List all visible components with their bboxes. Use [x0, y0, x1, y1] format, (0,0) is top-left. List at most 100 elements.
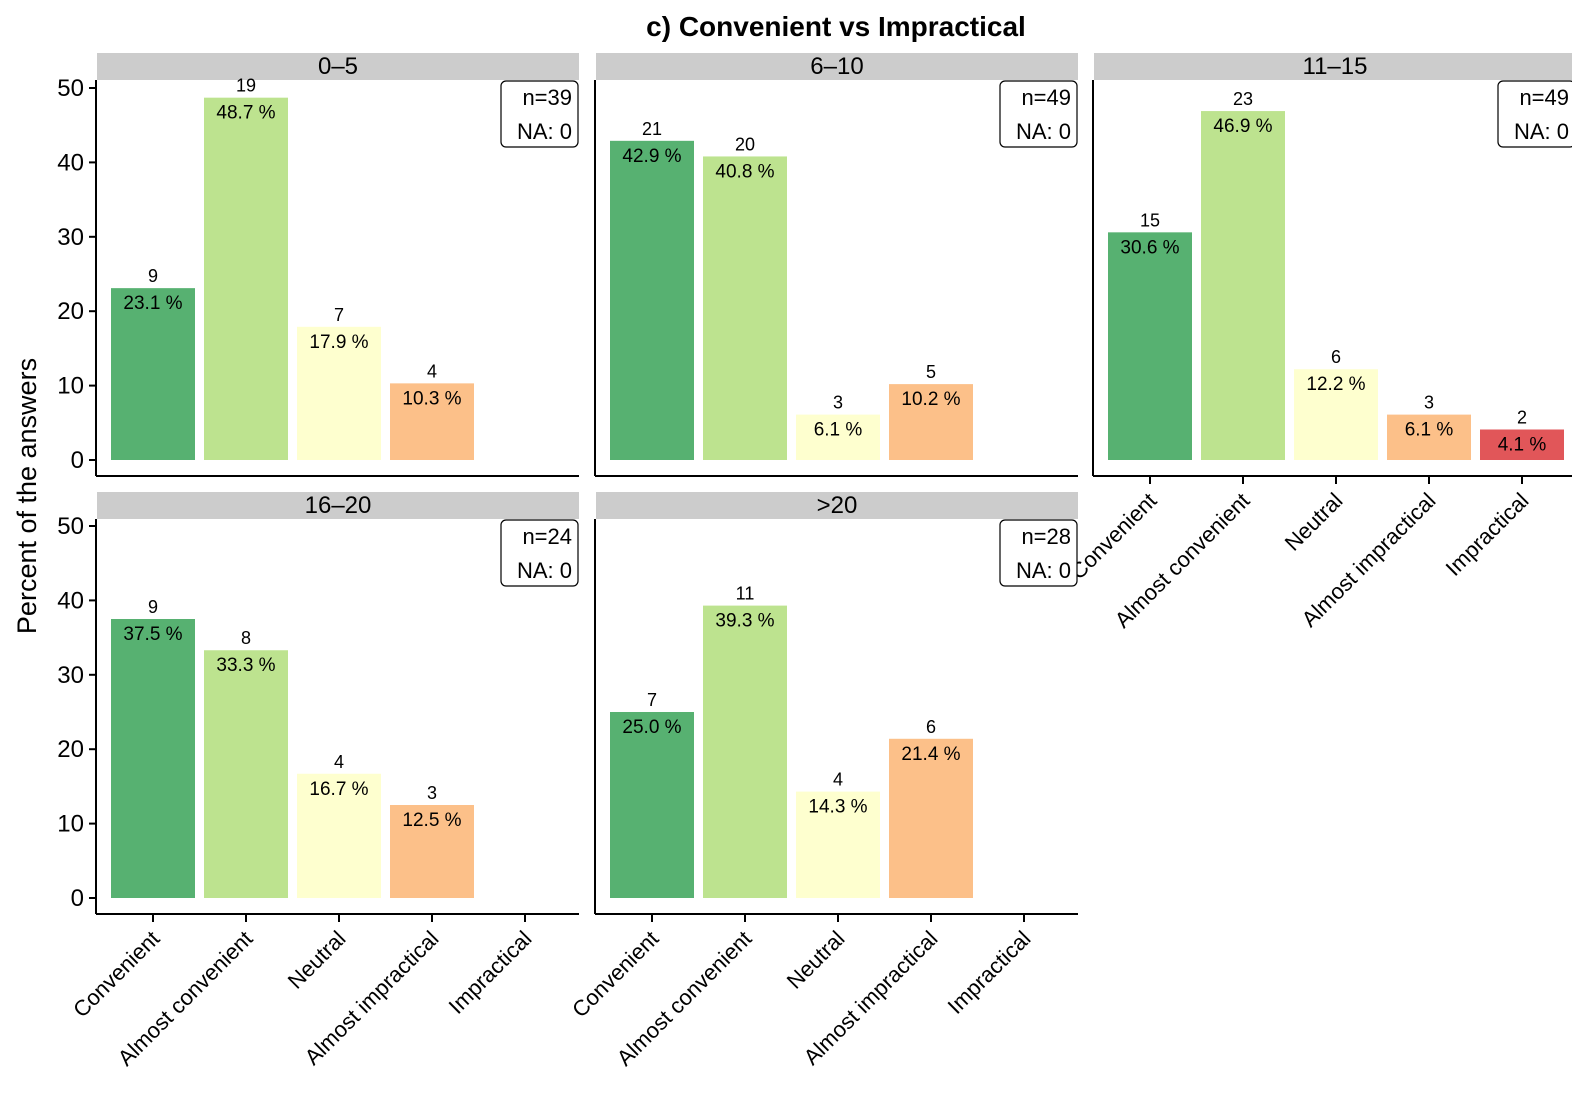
sample-size-box — [500, 80, 579, 148]
percent-label: 40.8 % — [715, 161, 774, 182]
count-label: 15 — [1140, 210, 1160, 230]
facet-strip-label: 6–10 — [810, 53, 863, 80]
facet-strip-label: 11–15 — [1303, 53, 1368, 80]
y-tick-label: 20 — [57, 736, 84, 763]
x-tick-label: Convenient — [68, 926, 164, 1022]
na-count-label: NA: 0 — [1514, 119, 1569, 144]
bar — [796, 414, 880, 460]
sample-size-box — [1497, 80, 1572, 148]
x-tick-label: Impractical — [1441, 488, 1534, 581]
facet-panel-5: >20 7 25.0 % 11 39.3 % 4 14.3 % 6 21.4 % n=28 NA: … — [567, 492, 1078, 1071]
facet-strip — [596, 53, 1078, 80]
percent-label: 14.3 % — [808, 797, 867, 818]
facet-panels: 0–5 9 23.1 % 19 48.7 % 7 17.9 % 4 10.3 % n=39 NA: … — [57, 53, 1572, 1071]
bar — [610, 140, 694, 460]
na-count-label: NA: 0 — [1016, 558, 1071, 583]
bar — [1480, 429, 1564, 460]
percent-label: 23.1 % — [123, 293, 182, 314]
facet-panel-2: 6–10 21 42.9 % 20 40.8 % 3 6.1 % 5 10.2 % n=49 NA:… — [594, 53, 1078, 477]
percent-label: 10.3 % — [402, 388, 461, 409]
bar — [390, 383, 474, 460]
bar — [1294, 369, 1378, 460]
sample-size-box — [500, 519, 579, 587]
y-tick-label: 0 — [71, 885, 84, 912]
y-axis-label: Percent of the answers — [12, 358, 42, 634]
percent-label: 12.5 % — [402, 810, 461, 831]
facet-strip — [596, 492, 1078, 519]
bar — [703, 605, 787, 898]
bar — [111, 288, 195, 460]
x-tick-label: Impractical — [943, 926, 1036, 1019]
bar — [1201, 111, 1285, 461]
count-label: 9 — [148, 266, 158, 286]
percent-label: 6.1 % — [1405, 420, 1454, 441]
count-label: 21 — [642, 119, 662, 139]
bar — [703, 156, 787, 460]
bar — [1108, 232, 1192, 460]
bar — [390, 805, 474, 898]
percent-label: 42.9 % — [622, 146, 681, 167]
count-label: 20 — [735, 134, 755, 154]
y-tick-label: 30 — [57, 224, 84, 251]
y-tick-label: 10 — [57, 811, 84, 838]
x-tick-label: Neutral — [782, 926, 850, 994]
percent-label: 12.2 % — [1306, 374, 1365, 395]
count-label: 9 — [148, 597, 158, 617]
count-label: 23 — [1233, 89, 1253, 109]
percent-label: 17.9 % — [309, 332, 368, 353]
count-label: 7 — [647, 690, 657, 710]
count-label: 19 — [236, 76, 256, 96]
count-label: 6 — [926, 717, 936, 737]
sample-size-label: n=24 — [522, 524, 572, 549]
chart-title: c) Convenient vs Impractical — [646, 11, 1026, 42]
x-tick-label: Convenient — [1065, 488, 1161, 584]
facet-panel-4: 16–20 9 37.5 % 8 33.3 % 4 16.7 % 3 12.5 % n=24 NA:… — [57, 492, 579, 1071]
percent-label: 37.5 % — [123, 624, 182, 645]
bar — [297, 326, 381, 460]
percent-label: 46.9 % — [1213, 116, 1272, 137]
x-tick-label: Neutral — [283, 926, 351, 994]
na-count-label: NA: 0 — [517, 558, 572, 583]
bar — [111, 619, 195, 898]
bar — [297, 773, 381, 898]
sample-size-box — [999, 80, 1078, 148]
y-tick-label: 30 — [57, 662, 84, 689]
facet-strip — [97, 53, 579, 80]
x-tick-label: Convenient — [567, 926, 663, 1022]
count-label: 8 — [241, 628, 251, 648]
na-count-label: NA: 0 — [517, 119, 572, 144]
count-label: 4 — [334, 752, 344, 772]
percent-label: 16.7 % — [309, 779, 368, 800]
y-tick-label: 10 — [57, 373, 84, 400]
percent-label: 4.1 % — [1498, 434, 1547, 455]
percent-label: 33.3 % — [216, 655, 275, 676]
x-tick-label: Impractical — [444, 926, 537, 1019]
facet-strip-label: 16–20 — [305, 492, 372, 519]
count-label: 7 — [334, 305, 344, 325]
sample-size-box — [999, 519, 1078, 587]
y-tick-label: 20 — [57, 298, 84, 325]
bar — [1387, 414, 1471, 460]
y-tick-label: 50 — [57, 75, 84, 102]
percent-label: 39.3 % — [715, 611, 774, 632]
percent-label: 30.6 % — [1120, 237, 1179, 258]
sample-size-label: n=49 — [1021, 85, 1071, 110]
count-label: 2 — [1517, 407, 1527, 427]
facet-strip-label: >20 — [817, 492, 858, 519]
y-tick-label: 0 — [71, 447, 84, 474]
percent-label: 25.0 % — [622, 717, 681, 738]
sample-size-label: n=28 — [1021, 524, 1071, 549]
count-label: 6 — [1331, 347, 1341, 367]
count-label: 3 — [427, 783, 437, 803]
y-tick-label: 40 — [57, 149, 84, 176]
facet-panel-3: 11–15 15 30.6 % 23 46.9 % 6 12.2 % 3 6.1 % 2 4.1 %… — [1065, 53, 1572, 633]
x-tick-label: Neutral — [1280, 488, 1348, 556]
count-label: 5 — [926, 362, 936, 382]
bar — [796, 791, 880, 898]
percent-label: 48.7 % — [216, 103, 275, 124]
sample-size-label: n=39 — [522, 85, 572, 110]
na-count-label: NA: 0 — [1016, 119, 1071, 144]
facet-strip — [1094, 53, 1572, 80]
facet-strip-label: 0–5 — [318, 53, 358, 80]
